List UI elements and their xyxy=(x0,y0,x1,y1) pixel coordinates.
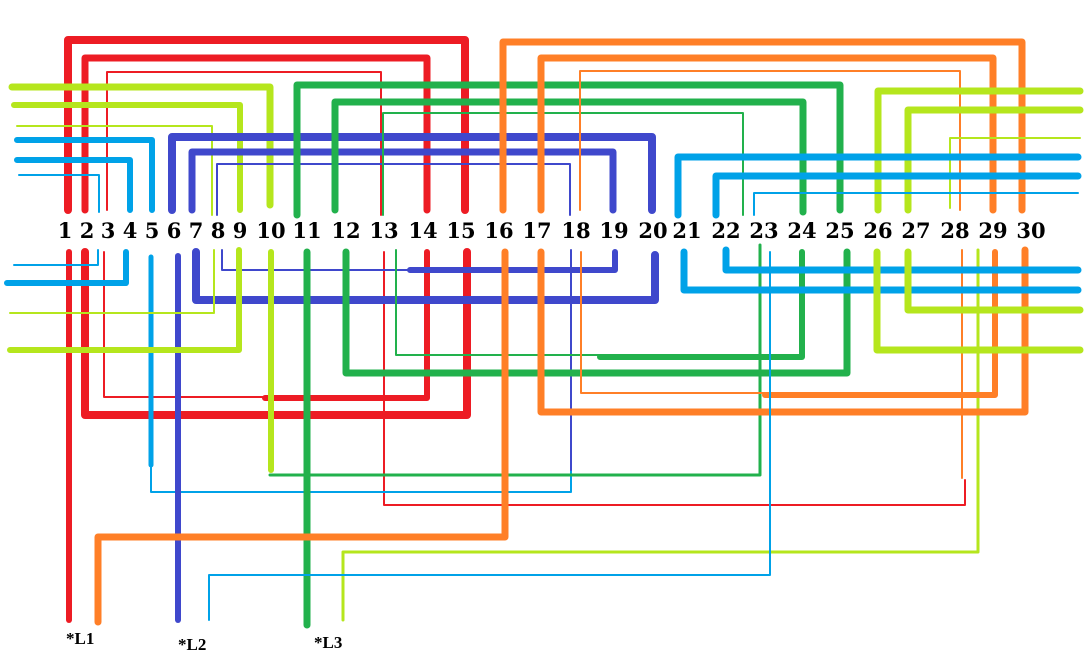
wire-indigo-37 xyxy=(407,249,618,273)
wire-blue-53 xyxy=(722,246,1082,274)
wire-lime-55 xyxy=(873,248,1084,354)
wire-lime-38 xyxy=(9,249,215,314)
terminal-label-6: 6 xyxy=(167,218,182,243)
wire-lime-20 xyxy=(949,137,1081,209)
terminal-label-2: 2 xyxy=(80,218,95,243)
terminal-label-23: 23 xyxy=(749,218,778,243)
wire-indigo-11 xyxy=(216,163,571,216)
terminal-label-18: 18 xyxy=(561,218,590,243)
terminal-label-28: 28 xyxy=(940,218,969,243)
terminal-label-21: 21 xyxy=(672,218,701,243)
wire-lime-56 xyxy=(904,248,1084,314)
terminal-label-24: 24 xyxy=(787,218,816,243)
wire-orange-47 xyxy=(94,248,509,626)
wire-red-28 xyxy=(383,251,966,506)
wire-blue-32 xyxy=(150,464,572,493)
terminal-labels: 1 2 3 4 5 6 7 8 9 10 11 12 13 14 15 16 17 18 19 20 21 22 23 24 2… xyxy=(58,218,1046,243)
line-label-l3: *L3 xyxy=(314,633,342,652)
wire-blue-8 xyxy=(18,174,100,213)
line-label-l1: *L1 xyxy=(66,629,94,648)
terminal-label-7: 7 xyxy=(189,218,204,243)
wire-blue-29 xyxy=(13,249,99,266)
wire-indigo-35 xyxy=(192,248,659,304)
wire-orange-50 xyxy=(762,249,998,398)
terminal-label-26: 26 xyxy=(863,218,892,243)
terminal-label-5: 5 xyxy=(145,218,160,243)
terminal-label-27: 27 xyxy=(901,218,930,243)
terminal-label-12: 12 xyxy=(331,218,360,243)
wire-lime-4 xyxy=(11,102,243,213)
wire-blue-30 xyxy=(4,249,129,286)
terminal-label-3: 3 xyxy=(101,218,116,243)
wire-lime-42 xyxy=(341,248,980,622)
wire-blue-23 xyxy=(753,192,1079,216)
wire-indigo-10 xyxy=(188,148,617,214)
terminal-label-11: 11 xyxy=(292,218,321,243)
wire-green-44 xyxy=(342,248,851,377)
wire-indigo-9 xyxy=(168,133,656,214)
wire-orange-16 xyxy=(537,54,997,214)
wire-lime-5 xyxy=(16,125,213,216)
wire-green-14 xyxy=(382,112,744,216)
terminal-label-8: 8 xyxy=(211,218,226,243)
wire-blue-6 xyxy=(14,137,155,213)
terminal-label-10: 10 xyxy=(256,218,285,243)
wire-red-27 xyxy=(103,251,266,398)
terminal-label-15: 15 xyxy=(446,218,475,243)
wire-orange-17 xyxy=(579,70,961,211)
wire-orange-49 xyxy=(580,251,766,394)
terminal-label-19: 19 xyxy=(599,218,628,243)
terminal-label-4: 4 xyxy=(123,218,138,243)
wire-orange-15 xyxy=(499,38,1026,214)
wire-lime-18 xyxy=(874,87,1084,214)
terminal-label-17: 17 xyxy=(522,218,551,243)
terminal-label-29: 29 xyxy=(978,218,1007,243)
terminal-label-13: 13 xyxy=(369,218,398,243)
wire-orange-48 xyxy=(537,246,1029,416)
terminal-label-25: 25 xyxy=(825,218,854,243)
wire-green-45 xyxy=(395,249,601,356)
terminal-label-22: 22 xyxy=(711,218,740,243)
wire-green-41 xyxy=(268,243,762,477)
terminal-label-9: 9 xyxy=(233,218,248,243)
terminal-label-20: 20 xyxy=(638,218,667,243)
wire-blue-7 xyxy=(14,157,133,213)
wire-blue-54 xyxy=(208,251,771,621)
terminal-label-30: 30 xyxy=(1016,218,1045,243)
wire-blue-21 xyxy=(674,153,1082,219)
wire-green-12 xyxy=(293,81,844,219)
line-label-l2: *L2 xyxy=(178,635,206,654)
wire-blue-22 xyxy=(712,172,1082,219)
terminal-label-14: 14 xyxy=(408,218,437,243)
terminal-label-16: 16 xyxy=(484,218,513,243)
wire-red-25 xyxy=(81,248,471,419)
wire-blue-52 xyxy=(680,248,1082,294)
terminal-label-1: 1 xyxy=(58,218,73,243)
wire-lime-3 xyxy=(8,83,274,209)
wire-lime-39 xyxy=(7,247,242,353)
